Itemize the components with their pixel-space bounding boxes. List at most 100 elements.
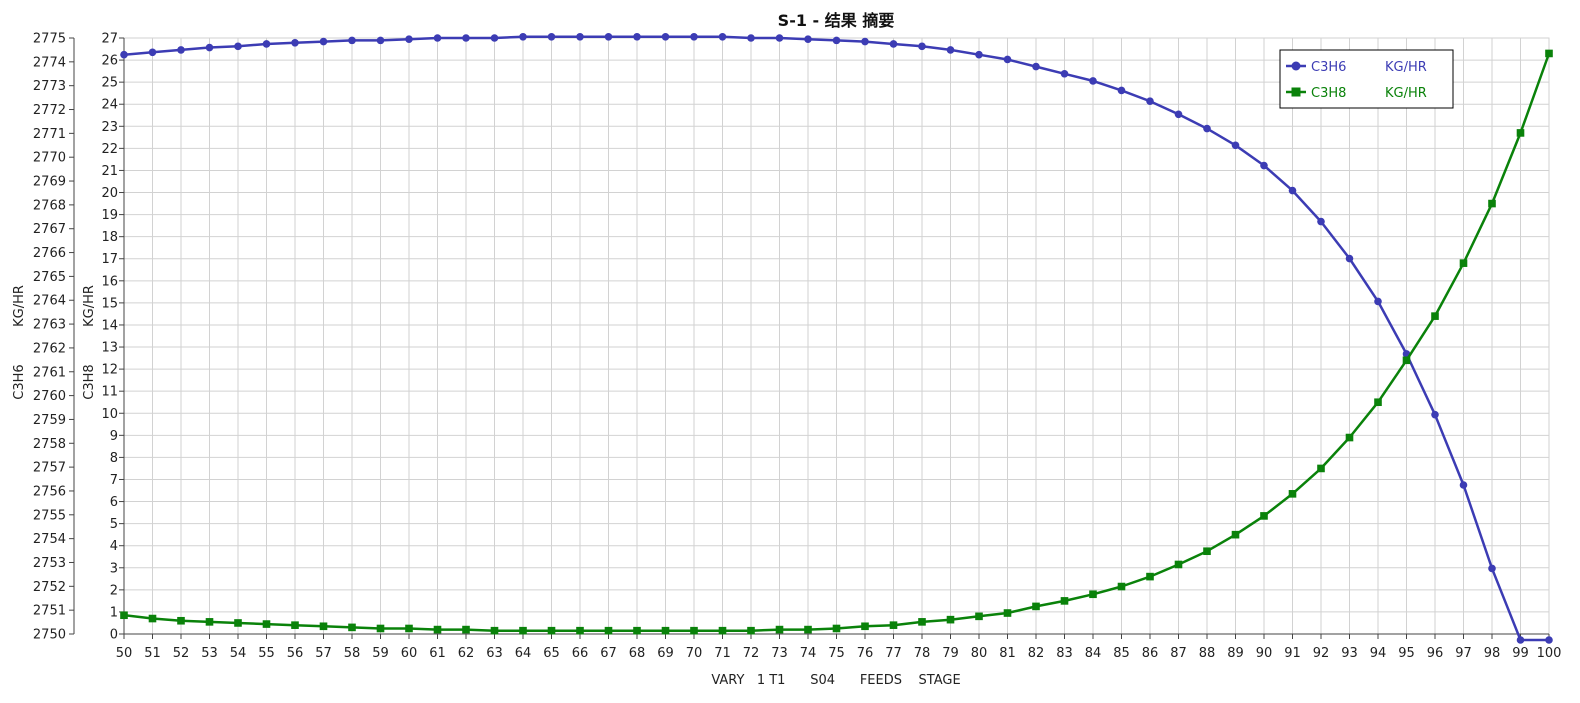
data-point-c3h6: [1032, 62, 1040, 71]
y-tick-label-c3h8: 25: [101, 76, 118, 91]
y-tick-label-c3h6: 2769: [33, 175, 66, 190]
data-point-c3h8: [1545, 49, 1553, 58]
series: [120, 33, 1553, 644]
y-axis-c3h6-label-part: C3H6: [12, 364, 27, 399]
data-point-c3h6: [1516, 636, 1525, 644]
data-point-c3h8: [1032, 602, 1040, 611]
data-point-c3h6: [462, 34, 470, 42]
data-point-c3h6: [348, 36, 356, 45]
y-tick-label-c3h8: 6: [110, 495, 118, 510]
y-tick-label-c3h8: 24: [101, 98, 118, 113]
data-point-c3h6: [262, 40, 271, 48]
legend-marker-c3h8: [1291, 87, 1301, 97]
x-tick-label: 55: [258, 646, 275, 661]
y-tick-label-c3h8: 2: [110, 583, 118, 598]
data-point-c3h6: [1459, 481, 1468, 489]
y-tick-label-c3h8: 23: [101, 120, 118, 135]
data-point-c3h6: [889, 40, 898, 48]
legend-unit-c3h8: KG/HR: [1385, 86, 1427, 101]
y-tick-label-c3h6: 2759: [33, 413, 66, 428]
y-tick-label-c3h8: 7: [110, 473, 118, 488]
data-point-c3h8: [490, 626, 499, 635]
data-point-c3h8: [747, 626, 755, 635]
data-point-c3h6: [633, 33, 641, 41]
x-tick-label: 57: [315, 646, 332, 661]
x-tick-label: 66: [572, 646, 589, 661]
data-point-c3h6: [547, 33, 556, 41]
data-point-c3h8: [376, 624, 385, 633]
y-axis-c3h6-label: C3H6 KG/HR: [12, 285, 27, 400]
x-tick-label: 84: [1085, 646, 1102, 661]
y-tick-label-c3h8: 13: [101, 341, 118, 356]
data-point-c3h8: [547, 626, 556, 635]
y-tick-label-c3h8: 5: [110, 517, 118, 532]
y-tick-label-c3h6: 2758: [33, 437, 66, 452]
x-tick-label: 70: [686, 646, 703, 661]
data-point-c3h6: [975, 50, 983, 59]
x-tick-label: 53: [201, 646, 218, 661]
data-point-c3h6: [918, 42, 926, 51]
data-point-c3h8: [319, 622, 328, 631]
x-tick-label: 90: [1256, 646, 1273, 661]
data-point-c3h6: [747, 34, 755, 42]
y-axis-c3h8-ticks: 0123456789101112131415161718192021222324…: [101, 32, 124, 643]
data-point-c3h6: [661, 33, 670, 41]
x-tick-label: 80: [971, 646, 988, 661]
data-point-c3h6: [120, 50, 128, 59]
data-point-c3h8: [1516, 129, 1525, 137]
x-tick-label: 82: [1028, 646, 1045, 661]
y-tick-label-c3h6: 2765: [33, 270, 66, 285]
y-tick-label-c3h6: 2768: [33, 198, 66, 213]
data-point-c3h8: [1345, 433, 1354, 442]
data-point-c3h8: [348, 623, 356, 632]
data-point-c3h6: [775, 34, 784, 42]
legend-label-c3h6: C3H6: [1311, 60, 1346, 75]
y-tick-label-c3h8: 15: [101, 296, 118, 311]
data-point-c3h6: [1260, 161, 1268, 170]
x-tick-label: 98: [1484, 646, 1501, 661]
y-tick-label-c3h8: 3: [110, 561, 118, 576]
y-axis-c3h6-label-unit: KG/HR: [12, 285, 27, 327]
legend-unit-c3h6: KG/HR: [1385, 60, 1427, 75]
data-point-c3h6: [1288, 186, 1297, 195]
data-point-c3h6: [1431, 410, 1439, 419]
y-tick-label-c3h8: 8: [110, 451, 118, 466]
data-point-c3h8: [718, 626, 727, 635]
data-point-c3h8: [918, 618, 926, 626]
x-tick-label: 96: [1427, 646, 1444, 661]
data-point-c3h6: [1174, 110, 1183, 119]
data-point-c3h6: [576, 33, 584, 41]
y-tick-label-c3h6: 2752: [33, 580, 66, 595]
data-point-c3h8: [946, 615, 955, 624]
y-tick-label-c3h8: 1: [110, 605, 118, 620]
data-point-c3h8: [1260, 512, 1268, 520]
x-axis-ticks: 50 51 52 53 54 55 56 57 58 59 60 61 62 63 64 65 66 67 68 69…: [116, 634, 1562, 661]
data-point-c3h8: [433, 625, 442, 634]
y-tick-label-c3h8: 11: [101, 385, 118, 400]
x-tick-label: 78: [914, 646, 931, 661]
y-tick-label-c3h8: 21: [101, 164, 118, 179]
data-point-c3h6: [1117, 86, 1126, 95]
x-tick-label: 100: [1537, 646, 1562, 661]
x-tick-label: 72: [743, 646, 760, 661]
grid: [123, 37, 1550, 635]
y-axis-c3h6-ticks: 2750 2751 2752 2753 2754 2755 2756 2757 2758 2759…: [33, 32, 74, 643]
data-point-c3h8: [804, 625, 812, 634]
data-point-c3h8: [177, 616, 185, 625]
data-point-c3h8: [1488, 199, 1496, 208]
y-tick-label-c3h6: 2772: [33, 103, 66, 118]
x-tick-label: 89: [1227, 646, 1244, 661]
x-tick-label: 76: [857, 646, 874, 661]
data-point-c3h8: [1231, 530, 1240, 539]
data-point-c3h6: [433, 34, 442, 42]
x-tick-label: 65: [543, 646, 560, 661]
data-point-c3h8: [262, 620, 271, 628]
y-tick-label-c3h8: 18: [101, 230, 118, 245]
data-point-c3h8: [889, 621, 898, 629]
x-tick-label: 58: [344, 646, 361, 661]
data-point-c3h6: [490, 34, 499, 42]
data-point-c3h6: [1345, 254, 1354, 263]
y-tick-label-c3h6: 2773: [33, 79, 66, 94]
data-point-c3h8: [1089, 590, 1097, 599]
y-tick-label-c3h8: 10: [101, 407, 118, 422]
